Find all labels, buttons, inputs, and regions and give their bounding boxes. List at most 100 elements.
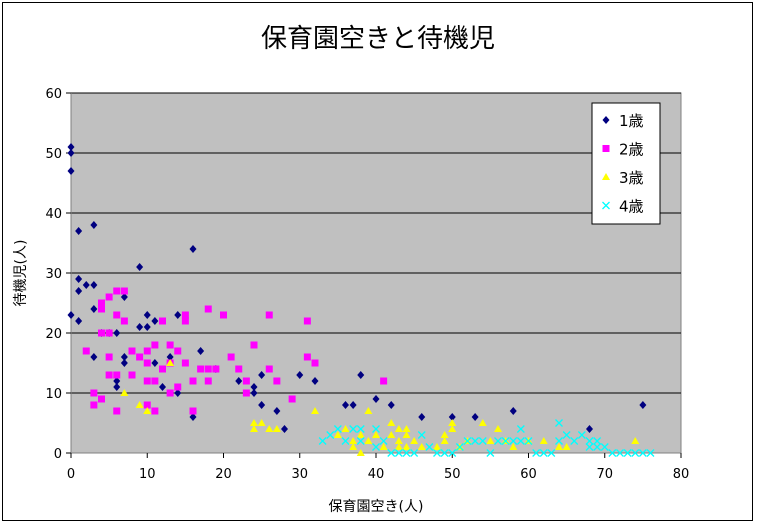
data-point	[75, 227, 83, 235]
data-point	[410, 449, 419, 457]
data-point	[113, 329, 121, 337]
data-points	[67, 143, 655, 457]
legend-marker	[602, 116, 610, 124]
data-point	[394, 437, 403, 444]
data-point	[136, 263, 144, 271]
x-tick-label: 40	[368, 467, 385, 482]
data-point	[448, 425, 457, 432]
data-point	[250, 389, 258, 397]
data-point	[120, 353, 128, 361]
data-point	[113, 311, 121, 319]
legend-label: 4歳	[619, 198, 644, 216]
data-point	[82, 281, 90, 289]
data-point	[120, 293, 128, 301]
data-point	[394, 425, 403, 432]
data-point	[539, 437, 548, 444]
data-point	[417, 431, 426, 439]
data-point	[181, 317, 189, 325]
data-point	[136, 353, 144, 361]
x-tick-label: 20	[215, 467, 232, 482]
data-point	[372, 395, 380, 403]
data-point	[220, 311, 227, 319]
chart-title: 保育園空きと待機児	[261, 24, 495, 54]
data-point	[455, 443, 464, 451]
data-point	[265, 365, 273, 373]
x-tick-label: 10	[139, 467, 156, 482]
series-2	[82, 287, 388, 415]
y-tick-label: 40	[45, 207, 62, 222]
data-point	[120, 389, 129, 396]
data-point	[333, 425, 342, 433]
data-point	[478, 419, 487, 426]
data-point	[159, 383, 166, 391]
data-point	[143, 401, 151, 409]
data-point	[135, 401, 144, 408]
data-point	[425, 443, 434, 451]
data-point	[349, 443, 358, 450]
legend-marker	[602, 173, 610, 180]
data-point	[235, 377, 243, 385]
data-point	[349, 401, 357, 409]
data-point	[197, 347, 205, 355]
data-point	[394, 443, 403, 450]
data-point	[189, 407, 197, 415]
series-4	[318, 419, 655, 457]
data-point	[524, 437, 533, 445]
legend-box	[591, 102, 661, 225]
data-point	[296, 371, 304, 379]
data-point	[448, 413, 456, 421]
data-point	[113, 407, 121, 415]
data-point	[616, 449, 624, 457]
data-point	[356, 431, 365, 438]
data-point	[311, 359, 319, 367]
data-point	[128, 347, 136, 355]
data-point	[394, 449, 403, 457]
data-point	[585, 443, 594, 451]
data-point	[189, 245, 197, 253]
data-point	[494, 437, 502, 445]
data-point	[387, 419, 396, 426]
data-point	[356, 449, 365, 456]
tick-labels: 0 10 20 30 40 50 60 0 10 20 30 40 50 60 70 80	[45, 87, 689, 482]
data-point	[509, 407, 517, 415]
data-point	[303, 353, 311, 361]
data-point	[402, 425, 411, 432]
data-point	[547, 449, 556, 457]
data-point	[75, 287, 83, 295]
data-point	[105, 329, 113, 337]
data-point	[387, 431, 396, 438]
data-point	[143, 407, 152, 414]
series-1	[67, 143, 647, 433]
y-axis-title: 待機児(人)	[13, 240, 29, 307]
data-point	[166, 341, 174, 349]
data-point	[471, 413, 479, 421]
data-point	[593, 443, 602, 451]
data-point	[242, 389, 250, 397]
x-tick-label: 30	[291, 467, 308, 482]
data-point	[166, 389, 174, 397]
data-point	[478, 437, 487, 445]
data-point	[159, 365, 166, 373]
data-point	[356, 425, 365, 433]
series-3	[120, 359, 640, 456]
x-axis-title: 保育園空き(人)	[329, 499, 424, 515]
data-point	[90, 389, 98, 397]
data-point	[516, 437, 525, 445]
data-point	[311, 377, 319, 385]
data-point	[98, 305, 105, 313]
data-point	[143, 311, 151, 319]
data-point	[349, 425, 358, 433]
data-point	[98, 329, 105, 337]
legend: 1歳 2歳 3歳 4歳	[591, 102, 661, 225]
data-point	[151, 341, 159, 349]
data-point	[98, 395, 105, 403]
data-point	[509, 443, 518, 450]
data-point	[159, 317, 166, 325]
data-point	[418, 413, 426, 421]
legend-marker	[602, 145, 610, 152]
data-point	[341, 437, 350, 445]
data-point	[562, 443, 571, 450]
data-point	[555, 443, 563, 450]
data-point	[417, 443, 426, 450]
legend-label: 2歳	[619, 141, 644, 159]
